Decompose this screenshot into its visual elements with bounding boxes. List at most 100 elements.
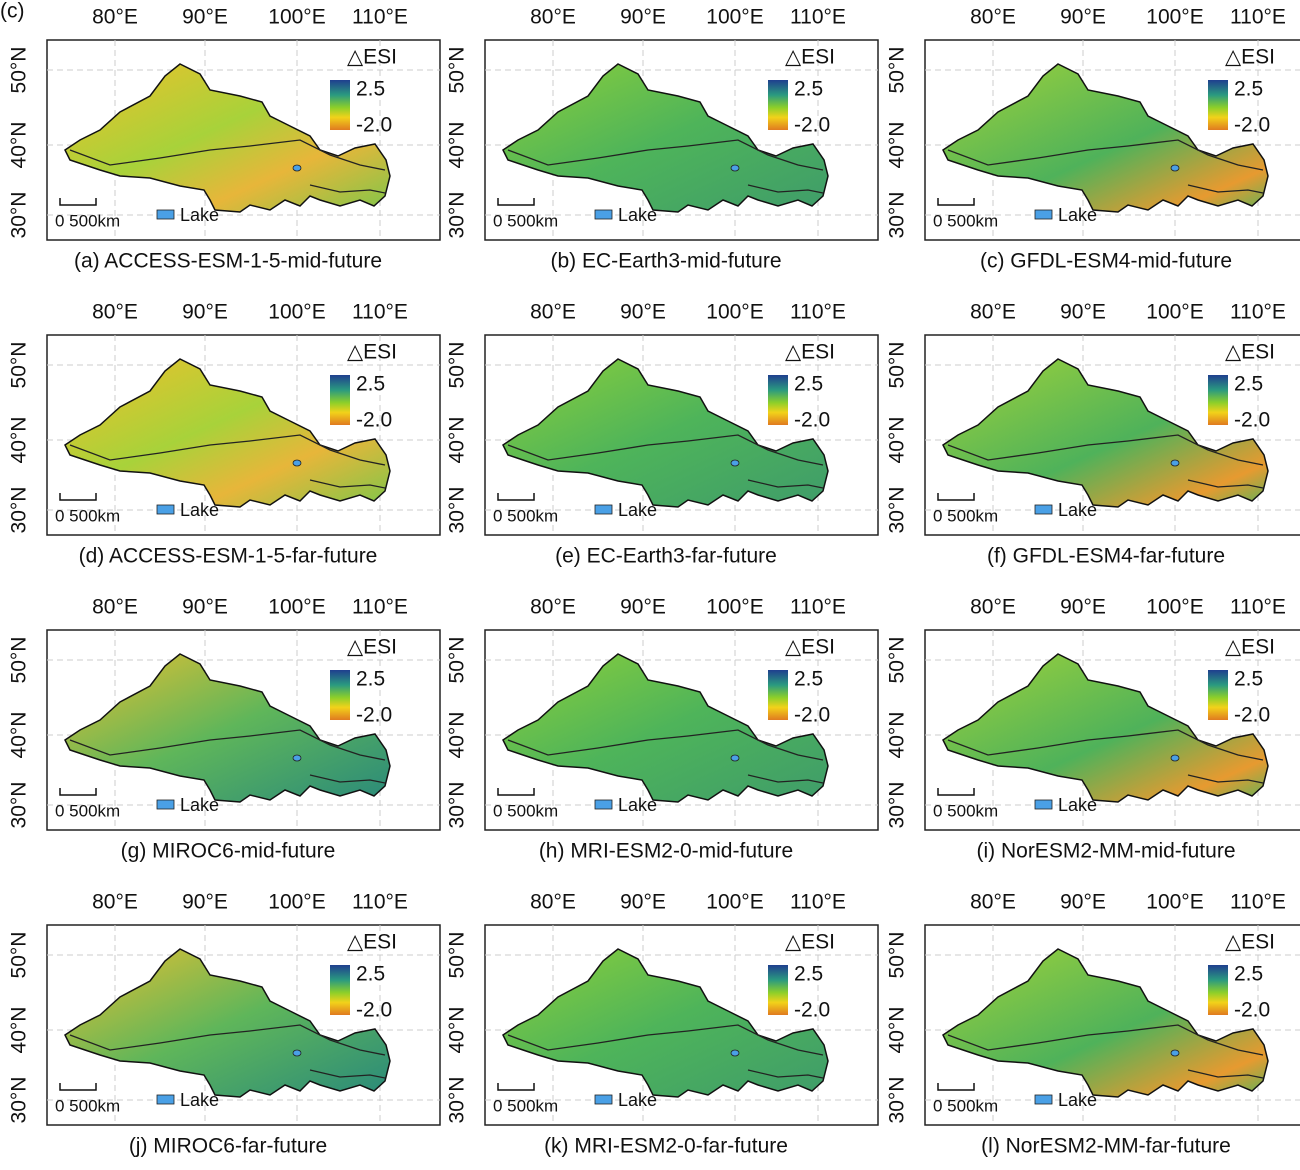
lake-legend-icon <box>1034 504 1053 515</box>
lat-label: 50°N <box>8 342 31 389</box>
lat-label: 40°N <box>446 122 469 169</box>
map-panel: 80°E 90°E 100°E 110°E 50°N 40°N 30°N △ESI 2.5 -2.… <box>886 6 1300 273</box>
lat-label: 30°N <box>886 1077 909 1124</box>
boundary-line <box>507 1024 824 1056</box>
scale-label: 0 500km <box>933 801 998 820</box>
panel-caption: (h) MRI-ESM2-0-mid-future <box>539 840 793 863</box>
lat-label: 30°N <box>446 487 469 534</box>
lake-legend-icon <box>1034 799 1053 810</box>
lon-label: 100°E <box>1146 301 1203 324</box>
lake-legend-icon <box>1034 1094 1053 1105</box>
lon-label: 80°E <box>92 596 138 619</box>
legend-title: △ESI <box>785 46 835 69</box>
colorbar <box>330 965 350 1015</box>
panel-caption: (d) ACCESS-ESM-1-5-far-future <box>79 545 378 568</box>
lat-label: 40°N <box>446 1007 469 1054</box>
lat-label: 50°N <box>446 932 469 979</box>
legend-title: △ESI <box>347 46 397 69</box>
scale-label: 0 500km <box>493 211 558 230</box>
lon-label: 100°E <box>268 301 325 324</box>
lon-label: 90°E <box>182 301 228 324</box>
scale-bar <box>937 1083 975 1091</box>
lon-label: 90°E <box>1060 891 1106 914</box>
lat-label: 40°N <box>886 712 909 759</box>
colorbar-max: 2.5 <box>794 963 823 986</box>
lon-label: 90°E <box>620 891 666 914</box>
lake-legend-label: Lake <box>180 205 219 225</box>
scale-bar <box>59 788 97 796</box>
study-region <box>64 358 391 508</box>
lon-label: 80°E <box>970 891 1016 914</box>
boundary-line <box>747 774 824 784</box>
boundary-line <box>947 729 1264 761</box>
lat-label: 50°N <box>886 47 909 94</box>
lake-legend-icon <box>1034 209 1053 220</box>
map-panel: 80°E 90°E 100°E 110°E 50°N 40°N 30°N △ESI 2.5 -2.… <box>8 891 441 1158</box>
lon-label: 110°E <box>352 301 408 324</box>
lat-label: 50°N <box>446 47 469 94</box>
colorbar-min: -2.0 <box>1234 114 1270 137</box>
boundary-line <box>507 729 824 761</box>
lon-label: 110°E <box>790 891 846 914</box>
colorbar-max: 2.5 <box>1234 668 1263 691</box>
lon-label: 80°E <box>92 301 138 324</box>
boundary-line <box>947 434 1264 466</box>
map-panel: 80°E 90°E 100°E 110°E 50°N 40°N 30°N △ESI 2.5 -2.… <box>446 6 879 273</box>
lat-label: 50°N <box>8 47 31 94</box>
boundary-line <box>507 434 824 466</box>
boundary-line <box>309 184 386 194</box>
lon-label: 90°E <box>182 6 228 29</box>
lon-label: 110°E <box>352 891 408 914</box>
lake-legend-label: Lake <box>618 1090 657 1110</box>
scale-bar <box>59 493 97 501</box>
boundary-line <box>309 479 386 489</box>
colorbar <box>768 80 788 130</box>
study-region <box>502 948 829 1098</box>
scale-bar <box>937 493 975 501</box>
lat-label: 40°N <box>8 712 31 759</box>
colorbar-min: -2.0 <box>1234 999 1270 1022</box>
study-region <box>502 358 829 508</box>
lake-legend-label: Lake <box>1058 795 1097 815</box>
lat-label: 40°N <box>886 122 909 169</box>
boundary-line <box>69 1024 386 1056</box>
scale-bar <box>497 1083 535 1091</box>
lon-label: 80°E <box>970 596 1016 619</box>
scale-label: 0 500km <box>55 1096 120 1115</box>
colorbar-max: 2.5 <box>1234 78 1263 101</box>
lake-mark <box>1170 754 1180 762</box>
lake-legend-label: Lake <box>180 795 219 815</box>
lat-label: 50°N <box>446 342 469 389</box>
lake-legend-label: Lake <box>618 500 657 520</box>
colorbar-min: -2.0 <box>356 409 392 432</box>
scale-label: 0 500km <box>55 801 120 820</box>
scale-label: 0 500km <box>493 506 558 525</box>
lat-label: 30°N <box>886 192 909 239</box>
lake-legend-label: Lake <box>1058 500 1097 520</box>
lon-label: 80°E <box>530 6 576 29</box>
boundary-line <box>69 434 386 466</box>
colorbar-min: -2.0 <box>794 409 830 432</box>
lake-mark <box>730 1049 740 1057</box>
colorbar <box>1208 965 1228 1015</box>
lake-legend-label: Lake <box>618 795 657 815</box>
scale-bar <box>937 788 975 796</box>
lake-legend-label: Lake <box>1058 205 1097 225</box>
lake-legend-icon <box>594 1094 613 1105</box>
colorbar <box>1208 80 1228 130</box>
lake-legend-icon <box>594 209 613 220</box>
lon-label: 80°E <box>92 6 138 29</box>
legend-title: △ESI <box>785 636 835 659</box>
lake-mark <box>292 1049 302 1057</box>
scale-bar <box>59 198 97 206</box>
scale-bar <box>497 493 535 501</box>
colorbar <box>1208 375 1228 425</box>
lon-label: 90°E <box>1060 301 1106 324</box>
scale-label: 0 500km <box>933 211 998 230</box>
lat-label: 50°N <box>446 637 469 684</box>
lake-mark <box>730 754 740 762</box>
lake-legend-label: Lake <box>180 500 219 520</box>
boundary-line <box>1187 1069 1264 1079</box>
boundary-line <box>69 729 386 761</box>
colorbar <box>330 375 350 425</box>
